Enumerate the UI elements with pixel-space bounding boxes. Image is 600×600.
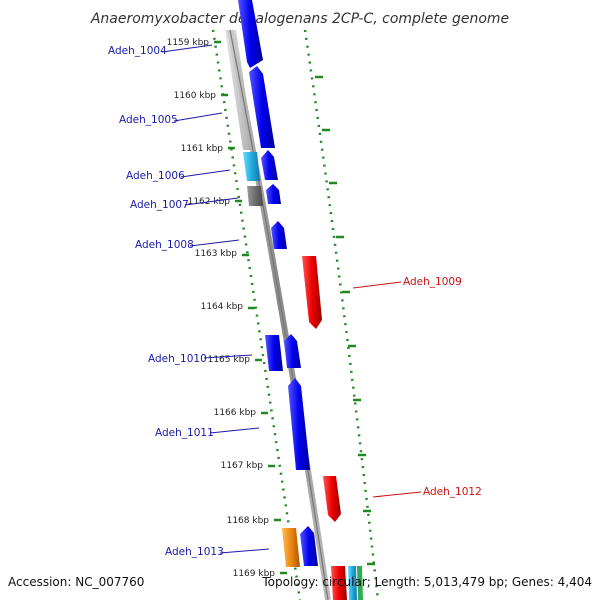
gene-labels: Adeh_1004 Adeh_1005 Adeh_1006 Adeh_1007 … [108, 45, 482, 558]
tick-label: 1160 kbp [174, 91, 217, 101]
gene-label-adeh-1011: Adeh_1011 [155, 427, 214, 439]
outer-dotted-ring [303, 29, 380, 600]
tick-label: 1164 kbp [201, 302, 244, 312]
backbone-edge [229, 29, 329, 600]
gene-feature-adeh-1009 [302, 256, 322, 329]
tick-label: 1163 kbp [195, 249, 238, 259]
gene-feature-bottom-green [357, 566, 363, 600]
gene-feature-adeh-1010-a [265, 335, 283, 371]
gene-features [238, 0, 363, 600]
gene-feature-adeh-1007-b [266, 184, 281, 204]
gene-feature-adeh-1008 [271, 221, 287, 249]
tick-marks [214, 40, 287, 575]
gene-label-adeh-1006: Adeh_1006 [126, 170, 185, 182]
gene-label-adeh-1005: Adeh_1005 [119, 114, 178, 126]
gene-feature-adeh-1004 [238, 0, 263, 68]
gene-label-adeh-1008: Adeh_1008 [135, 239, 194, 251]
gene-feature-adeh-1013-a [282, 528, 300, 567]
gene-feature-adeh-1006-a [243, 152, 260, 181]
gene-feature-adeh-1013-b [300, 526, 318, 566]
tick-label: 1165 kbp [208, 355, 251, 365]
gene-feature-adeh-1010-b [284, 334, 301, 368]
tick-label: 1166 kbp [214, 408, 257, 418]
map-title: Anaeromyxobacter dehalogenans 2CP-C, com… [90, 11, 509, 27]
gene-feature-adeh-1007-a [247, 186, 263, 206]
gene-feature-adeh-1011 [288, 378, 310, 470]
tick-label: 1161 kbp [181, 144, 224, 154]
label-leaders [161, 44, 422, 554]
outer-ring-marks [315, 75, 375, 566]
tick-label: 1159 kbp [167, 38, 210, 48]
gene-feature-adeh-1006-b [261, 150, 278, 180]
gene-feature-bottom-red [331, 566, 347, 600]
gene-feature-bottom-cyan [348, 566, 357, 600]
gene-label-adeh-1013: Adeh_1013 [165, 546, 224, 558]
inner-dotted-ring [211, 29, 302, 600]
gene-label-adeh-1012: Adeh_1012 [423, 486, 482, 498]
tick-label: 1169 kbp [233, 569, 276, 579]
gene-label-adeh-1004: Adeh_1004 [108, 45, 167, 57]
gene-label-adeh-1010: Adeh_1010 [148, 353, 207, 365]
tick-label: 1168 kbp [227, 516, 270, 526]
gene-feature-adeh-1005 [249, 66, 275, 148]
tick-label: 1167 kbp [221, 461, 264, 471]
accession-text: Accession: NC_007760 [8, 575, 144, 589]
topology-text: Topology: circular; Length: 5,013,479 bp… [261, 575, 592, 589]
gene-label-adeh-1009: Adeh_1009 [403, 276, 462, 288]
gene-feature-adeh-1012 [323, 476, 341, 522]
gene-label-adeh-1007: Adeh_1007 [130, 199, 189, 211]
